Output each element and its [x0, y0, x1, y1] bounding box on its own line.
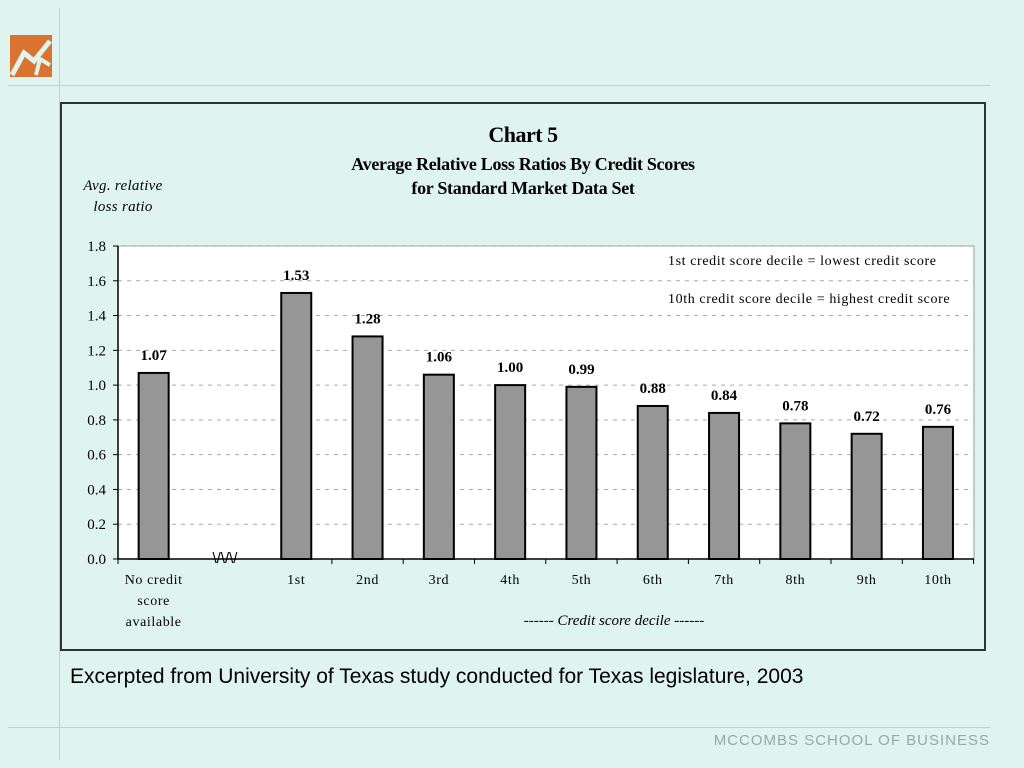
plot-area — [117, 245, 975, 560]
y-axis-label: Avg. relative loss ratio — [68, 176, 178, 218]
bar — [422, 373, 455, 560]
x-tick-label: No credit — [125, 573, 183, 588]
x-tick-label: 1st — [287, 573, 305, 588]
y-tick-label: 0.0 — [87, 552, 106, 568]
bar — [565, 385, 598, 560]
bar — [636, 404, 669, 560]
bar-value-label: 0.72 — [854, 409, 880, 425]
y-tick-label: 1.2 — [87, 343, 106, 359]
x-tick-label: available — [126, 615, 182, 630]
y-axis-label-line-1: Avg. relative — [83, 178, 163, 194]
bar — [850, 432, 883, 560]
x-tick-label: 4th — [500, 573, 520, 588]
y-tick-label: 1.4 — [87, 309, 106, 325]
bar-value-label: 0.88 — [640, 381, 666, 397]
bar-value-label: 0.78 — [782, 398, 808, 414]
bar — [137, 371, 170, 561]
chart-title: Chart 5 — [488, 122, 558, 147]
x-tick-label: 3rd — [429, 573, 449, 588]
plot-annotation: 1st credit score decile = lowest credit … — [668, 254, 937, 269]
x-tick-label: score — [137, 594, 170, 609]
bar — [280, 291, 313, 560]
x-tick-label: 2nd — [356, 573, 379, 588]
bar — [494, 384, 527, 560]
bar — [708, 411, 741, 560]
y-tick-label: 1.8 — [87, 239, 106, 255]
bar-value-label: 0.76 — [925, 402, 952, 418]
mccombs-logo-icon — [10, 35, 52, 77]
chart-subtitle-line-2: for Standard Market Data Set — [411, 178, 635, 198]
bar — [921, 425, 954, 560]
chart-frame: Chart 5 Average Relative Loss Ratios By … — [60, 102, 986, 651]
bar — [779, 422, 812, 560]
chart-plot: 0.0 0.2 0.4 0.6 0.8 1.0 1.2 1.4 1.6 1.8 1.07 No cre… — [87, 239, 975, 630]
bar — [351, 335, 384, 560]
x-tick-label: 9th — [857, 573, 877, 588]
bar-value-label: 1.00 — [497, 360, 523, 376]
y-tick-label: 0.8 — [87, 413, 106, 429]
left-divider — [59, 8, 60, 760]
bar-value-label: 0.99 — [568, 362, 594, 378]
x-axis-label: ------ Credit score decile ------ — [524, 613, 704, 629]
y-tick-label: 0.2 — [87, 517, 106, 533]
bar-value-label: 1.28 — [354, 311, 380, 327]
x-tick-label: 6th — [643, 573, 663, 588]
top-divider — [8, 85, 990, 86]
x-tick-label: 8th — [785, 573, 805, 588]
bottom-divider — [8, 727, 990, 728]
bar-value-label: 1.53 — [283, 268, 309, 284]
y-tick-label: 1.6 — [87, 274, 106, 290]
x-tick-label: 5th — [572, 573, 592, 588]
axis-break-mark: \/\/\/ — [212, 550, 238, 567]
x-tick-label: 10th — [924, 573, 951, 588]
x-tick-label: 7th — [714, 573, 734, 588]
chart-subtitle: Average Relative Loss Ratios By Credit S… — [62, 152, 984, 200]
bar-value-label: 0.84 — [711, 388, 738, 404]
y-tick-label: 0.6 — [87, 448, 106, 464]
chart-subtitle-line-1: Average Relative Loss Ratios By Credit S… — [351, 154, 695, 174]
school-brand: McCombs School of Business — [713, 732, 990, 749]
bar-value-label: 1.07 — [141, 348, 168, 364]
source-caption: Excerpted from University of Texas study… — [70, 665, 804, 688]
y-tick-label: 1.0 — [87, 378, 106, 394]
y-axis-label-line-2: loss ratio — [93, 199, 153, 215]
plot-annotation: 10th credit score decile = highest credi… — [668, 292, 950, 307]
y-tick-label: 0.4 — [87, 482, 106, 498]
bar-value-label: 1.06 — [426, 350, 453, 366]
